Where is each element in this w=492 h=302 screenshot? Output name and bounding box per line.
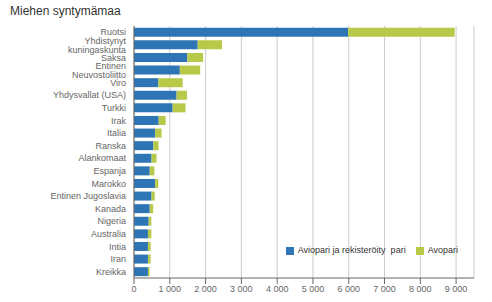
svg-text:Intia: Intia: [109, 242, 126, 252]
svg-text:8 000: 8 000: [409, 284, 432, 294]
svg-text:Irak: Irak: [111, 116, 127, 126]
html-text:Aviopari ja rekisteröity pari: Aviopari ja rekisteröity pari: [297, 245, 406, 255]
svg-text:2 000: 2 000: [194, 284, 217, 294]
svg-text:1 000: 1 000: [159, 284, 182, 294]
svg-text:Ruotsi: Ruotsi: [100, 27, 126, 37]
svg-text:Espanja: Espanja: [93, 166, 126, 176]
svg-text:Saksa: Saksa: [101, 52, 126, 63]
svg-text:Nigeria: Nigeria: [97, 216, 126, 226]
svg-text:Viro: Viro: [110, 77, 126, 88]
svg-text:Entinen Jugoslavia: Entinen Jugoslavia: [50, 191, 126, 201]
svg-text:Iran: Iran: [110, 254, 126, 264]
svg-text:5 000: 5 000: [302, 284, 325, 294]
svg-text:EntinenNeuvostoliitto: EntinenNeuvostoliitto: [72, 61, 126, 80]
svg-text:6 000: 6 000: [337, 284, 360, 294]
svg-text:Italia: Italia: [107, 128, 126, 138]
svg-text:Yhdysvallat (USA): Yhdysvallat (USA): [53, 90, 126, 100]
svg-text:Alankomaat: Alankomaat: [78, 153, 126, 163]
svg-text:Ranska: Ranska: [95, 141, 126, 151]
svg-text:0: 0: [131, 284, 136, 294]
svg-text:Turkki: Turkki: [102, 103, 126, 113]
svg-text:Kanada: Kanada: [95, 204, 126, 214]
svg-text:Marokko: Marokko: [91, 179, 126, 189]
html-text:Miehen syntymämaa: Miehen syntymämaa: [10, 4, 121, 18]
svg-text:Kreikka: Kreikka: [96, 267, 126, 277]
svg-text:4 000: 4 000: [266, 284, 289, 294]
svg-text:3 000: 3 000: [230, 284, 253, 294]
svg-text:7 000: 7 000: [373, 284, 396, 294]
svg-text:Australia: Australia: [91, 229, 126, 239]
svg-text:9 000: 9 000: [445, 284, 468, 294]
svg-text:Yhdistynytkuningaskunta: Yhdistynytkuningaskunta: [68, 36, 127, 55]
html-text:Avopari: Avopari: [427, 245, 458, 255]
